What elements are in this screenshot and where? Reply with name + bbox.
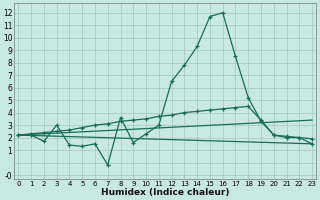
X-axis label: Humidex (Indice chaleur): Humidex (Indice chaleur) [101,188,229,197]
